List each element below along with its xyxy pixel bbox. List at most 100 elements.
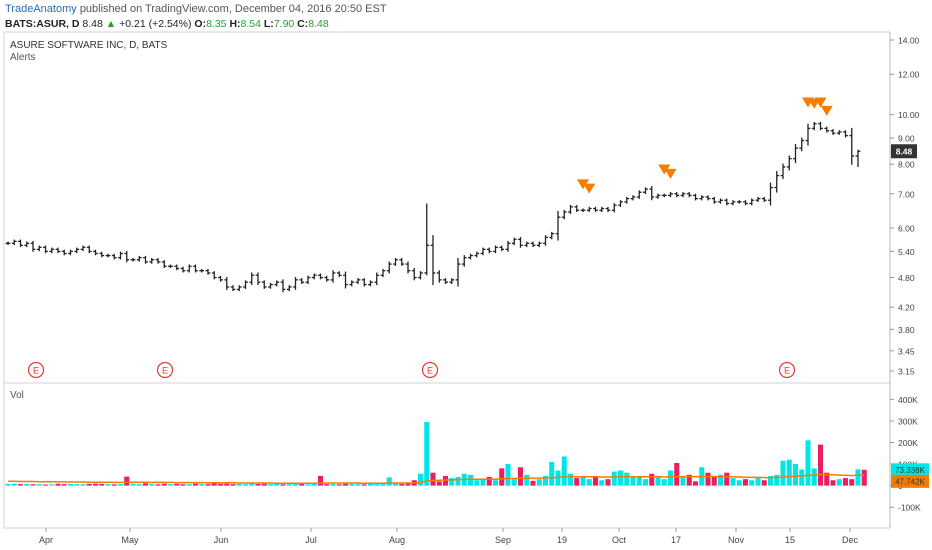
close-label: C: — [297, 18, 309, 30]
volume-average-polyline — [8, 473, 865, 485]
high-value: 8.54 — [240, 18, 261, 30]
alert-arrow-icon — [820, 105, 833, 116]
volume-bar — [217, 483, 224, 486]
volume-pane-title: Vol — [10, 390, 24, 401]
volume-bar — [561, 456, 567, 486]
volume-bar — [55, 483, 61, 486]
volume-bar — [36, 484, 42, 486]
earnings-circle-icon — [778, 361, 796, 379]
volume-bar — [817, 444, 824, 486]
volume-bar — [655, 475, 661, 486]
earnings-marker: E — [156, 361, 174, 379]
close-value: 8.48 — [308, 18, 329, 30]
volume-bar — [617, 470, 624, 486]
time-tick-label: Aug — [389, 535, 405, 545]
volume-avg-badge-bg — [891, 474, 929, 488]
volume-bar — [530, 480, 536, 486]
publisher-link[interactable]: TradeAnatomy — [5, 3, 77, 15]
volume-bar — [536, 479, 542, 486]
volume-bar — [736, 480, 742, 486]
volume-bar — [199, 483, 205, 486]
volume-bar — [436, 481, 442, 486]
volume-bar — [74, 484, 80, 486]
volume-bar — [524, 474, 530, 486]
volume-bar — [849, 479, 855, 486]
volume-bar — [205, 484, 211, 486]
volume-bar — [236, 483, 242, 486]
volume-y-axis: 400K300K200K100K0-100K — [890, 395, 921, 513]
volume-bar — [324, 484, 330, 486]
volume-bar — [392, 483, 399, 486]
volume-tick-label: -100K — [898, 503, 921, 513]
earnings-label: E — [162, 366, 168, 376]
price-tick-label: 3.15 — [898, 367, 915, 377]
volume-bar — [742, 479, 749, 486]
volume-bar — [167, 484, 174, 486]
alert-arrow-icon — [583, 183, 596, 194]
volume-bar — [861, 469, 867, 486]
last-price-badge-label: 8.48 — [896, 147, 913, 157]
low-label: L: — [263, 18, 274, 30]
earnings-label: E — [427, 366, 433, 376]
volume-bar — [280, 484, 286, 486]
volume-bar — [824, 472, 830, 486]
volume-bar — [567, 473, 574, 486]
volume-bar — [224, 483, 230, 486]
volume-bar — [24, 483, 30, 486]
volume-bar — [42, 484, 49, 486]
price-tick-label: 4.80 — [898, 273, 915, 283]
time-tick-label: 15 — [785, 535, 795, 545]
volume-bar — [292, 483, 299, 486]
volume-bar — [149, 483, 155, 486]
volume-bar — [724, 472, 730, 486]
volume-bar — [692, 481, 699, 486]
plot-border — [3, 31, 891, 529]
volume-bar — [667, 470, 674, 486]
price-pane-title: ASURE SOFTWARE INC, D, BATS — [10, 40, 168, 51]
volume-bar — [367, 483, 374, 486]
price-tick-label: 4.20 — [898, 303, 915, 313]
volume-bar — [86, 483, 92, 486]
volume-bar — [405, 483, 411, 486]
volume-bar — [255, 483, 261, 486]
high-label: H: — [229, 18, 241, 30]
volume-bar — [355, 484, 361, 486]
volume-bar — [230, 484, 236, 486]
volume-bar — [180, 484, 186, 486]
volume-bar — [717, 474, 724, 486]
volume-bar — [349, 483, 355, 486]
time-tick-label: Apr — [39, 535, 53, 545]
volume-bar — [142, 483, 149, 486]
volume-bar — [549, 461, 555, 486]
volume-bar — [755, 478, 761, 486]
chart-header: TradeAnatomy published on TradingView.co… — [5, 2, 905, 31]
volume-bar — [630, 475, 636, 486]
earnings-label: E — [784, 366, 790, 376]
volume-bar — [799, 469, 805, 486]
price-tick-label: 8.00 — [898, 160, 915, 170]
time-tick-label: Nov — [728, 535, 745, 545]
time-tick-label: Dec — [842, 535, 859, 545]
volume-bar — [830, 480, 836, 486]
volume-bar — [486, 477, 492, 486]
volume-bar — [124, 476, 130, 486]
volume-bar — [467, 474, 474, 486]
volume-bar — [67, 483, 74, 486]
volume-bar — [480, 479, 486, 486]
volume-bar — [17, 484, 24, 486]
volume-bar — [542, 475, 549, 486]
volume-bar — [674, 462, 680, 486]
volume-bar — [267, 484, 274, 486]
volume-bar — [261, 483, 267, 486]
volume-bar — [605, 479, 611, 486]
volume-bar — [286, 484, 292, 486]
volume-bar — [511, 479, 517, 486]
volume-bar — [836, 479, 842, 486]
volume-bar — [505, 464, 511, 486]
volume-bar — [61, 484, 67, 486]
volume-bar — [592, 475, 599, 486]
price-pane-subtitle: Alerts — [10, 52, 36, 63]
price-tick-label: 5.40 — [898, 247, 915, 257]
time-tick-label: May — [121, 535, 139, 545]
